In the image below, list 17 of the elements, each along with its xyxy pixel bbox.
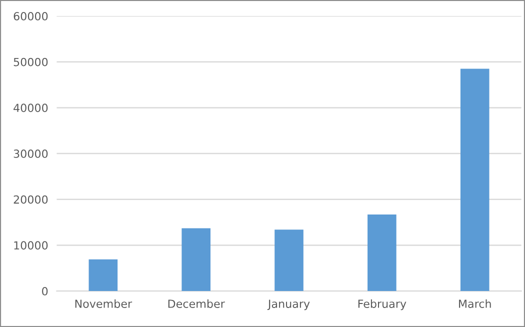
y-tick-label: 10000 xyxy=(14,241,48,250)
bar xyxy=(274,230,304,292)
y-tick-label: 30000 xyxy=(14,150,48,158)
bar xyxy=(88,259,118,292)
x-tick-label: January xyxy=(267,300,310,310)
x-tick-label: November xyxy=(75,299,132,308)
y-tick-label: 20000 xyxy=(14,195,48,204)
y-tick-label: 40000 xyxy=(14,104,48,112)
y-tick-label: 0 xyxy=(42,287,48,296)
x-tick-label: December xyxy=(168,299,225,308)
x-tick-label: February xyxy=(358,299,406,310)
bar xyxy=(368,214,396,292)
bar xyxy=(460,68,490,292)
x-tick-label: March xyxy=(459,299,491,308)
y-tick-label: 60000 xyxy=(14,12,48,20)
bar xyxy=(182,228,210,292)
y-tick-label: 50000 xyxy=(14,58,48,66)
